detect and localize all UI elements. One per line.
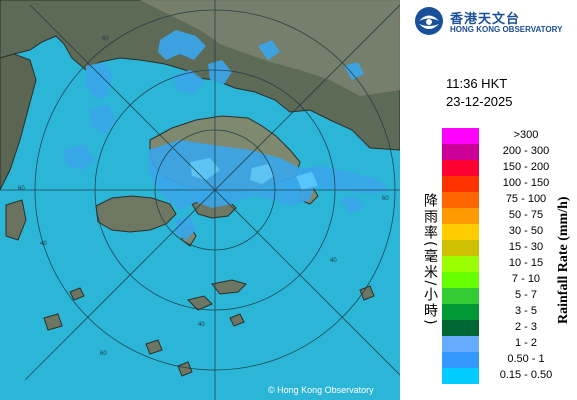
legend-swatch <box>442 336 479 352</box>
legend-row: 2 - 3 <box>442 320 572 336</box>
island-s-4 <box>145 339 163 355</box>
timestamp-time: 11:36 HKT <box>446 76 508 91</box>
rain-core-main <box>148 140 316 210</box>
legend-row: 1 - 2 <box>442 336 572 352</box>
legend-row: 30 - 50 <box>442 224 572 240</box>
rain-echoes <box>62 30 388 240</box>
legend-panel: 香港天文台 HONG KONG OBSERVATORY 11:36 HKT 23… <box>400 0 577 400</box>
rain-core-east <box>290 166 388 194</box>
legend-label: 150 - 200 <box>502 161 550 173</box>
legend-label: 10 - 15 <box>508 257 544 269</box>
rain-band-w <box>62 144 96 170</box>
legend-row: 0.15 - 0.50 <box>442 368 572 384</box>
legend-label: 7 - 10 <box>511 273 541 285</box>
legend-swatch <box>442 320 479 336</box>
legend-row: 5 - 7 <box>442 288 572 304</box>
legend-row: 7 - 10 <box>442 272 572 288</box>
legend-label: 100 - 150 <box>502 177 550 189</box>
rain-band-north-3 <box>208 60 232 84</box>
legend-row: 0.50 - 1 <box>442 352 572 368</box>
legend-swatch <box>442 240 479 256</box>
legend-swatch <box>442 288 479 304</box>
legend-label: 30 - 50 <box>508 225 544 237</box>
island-s-5 <box>177 361 193 377</box>
rain-band-north-2 <box>172 70 204 94</box>
legend-row: 3 - 5 <box>442 304 572 320</box>
ring-label-w: 60 <box>18 186 25 192</box>
legend-row: 50 - 75 <box>442 208 572 224</box>
rain-heavier-2 <box>250 164 274 184</box>
ring-label-sw: 60 <box>100 351 107 357</box>
island-sw-2 <box>69 287 85 301</box>
legend-swatch <box>442 144 479 160</box>
rain-band-s <box>176 216 196 240</box>
island-south-2 <box>187 295 213 311</box>
legend-swatch <box>442 224 479 240</box>
legend-row: >300 <box>442 128 572 144</box>
ring-label-se-inner: 40 <box>330 258 337 264</box>
rain-band-e <box>340 196 364 214</box>
hko-logo-icon <box>415 7 443 35</box>
legend-row: 150 - 200 <box>442 160 572 176</box>
legend-swatch <box>442 272 479 288</box>
legend-label: 50 - 75 <box>508 209 544 221</box>
legend-swatch <box>442 192 479 208</box>
range-axis-diag-2 <box>24 4 400 381</box>
legend-row: 15 - 30 <box>442 240 572 256</box>
legend-title-cn: 降雨率(毫米/小時) <box>422 193 438 327</box>
rain-band-ne <box>258 40 280 60</box>
legend-label: >300 <box>513 129 539 141</box>
legend-label: 0.50 - 1 <box>507 353 545 365</box>
legend-label: 75 - 100 <box>505 193 547 205</box>
rain-heavier-1 <box>190 158 220 180</box>
rain-band-nw <box>86 62 112 100</box>
legend-label: 1 - 2 <box>514 337 537 349</box>
radar-map[interactable]: 60 60 60 60 40 40 40 © Hong Kong Observa… <box>0 0 400 400</box>
legend-label: 15 - 30 <box>508 241 544 253</box>
island-sw-1 <box>43 313 63 331</box>
org-name-cn: 香港天文台 <box>450 12 521 27</box>
range-rings <box>0 0 400 400</box>
legend-swatch <box>442 128 479 144</box>
lantau-island <box>95 195 177 233</box>
legend-swatch <box>442 304 479 320</box>
legend-label: 3 - 5 <box>514 305 537 317</box>
legend-row: 100 - 150 <box>442 176 572 192</box>
legend-swatch <box>442 256 479 272</box>
legend-row: 200 - 300 <box>442 144 572 160</box>
rain-heavier-3 <box>296 172 318 190</box>
legend-swatch <box>442 176 479 192</box>
legend-swatch <box>442 352 479 368</box>
legend-swatch <box>442 208 479 224</box>
org-name-en: HONG KONG OBSERVATORY <box>450 25 563 34</box>
legend-label: 5 - 7 <box>514 289 537 301</box>
legend-title-en: Rainfall Rate (mm/h) <box>556 196 571 324</box>
legend-swatch <box>442 160 479 176</box>
legend-label: 200 - 300 <box>502 145 550 157</box>
copyright-text: © Hong Kong Observatory <box>268 385 374 395</box>
timestamp-date: 23-12-2025 <box>446 94 513 109</box>
rain-band-ne-2 <box>344 62 364 80</box>
ring-label-s: 40 <box>198 322 205 328</box>
rain-band-nw-2 <box>90 104 116 134</box>
legend-label: 2 - 3 <box>514 321 537 333</box>
rainfall-legend: >300 200 - 300 150 - 200 100 - 150 75 - 100 5… <box>442 128 572 384</box>
ring-label-nw: 60 <box>102 36 109 42</box>
legend-row: 10 - 15 <box>442 256 572 272</box>
legend-label: 0.15 - 0.50 <box>499 369 553 381</box>
ring-label-e: 60 <box>382 196 389 202</box>
west-land-strip <box>5 199 27 241</box>
island-south-1 <box>211 279 247 295</box>
legend-swatch <box>442 368 479 384</box>
rain-band-north <box>158 30 206 60</box>
radar-map-canvas: 60 60 60 60 40 40 40 <box>0 0 400 400</box>
west-peninsula <box>0 53 37 191</box>
range-ring-labels: 60 60 60 60 40 40 40 <box>18 36 389 357</box>
hko-logo[interactable]: 香港天文台 HONG KONG OBSERVATORY <box>414 6 574 36</box>
legend-row: 75 - 100 <box>442 192 572 208</box>
island-south-3 <box>229 313 245 327</box>
ring-label-sw-inner: 40 <box>40 241 47 247</box>
